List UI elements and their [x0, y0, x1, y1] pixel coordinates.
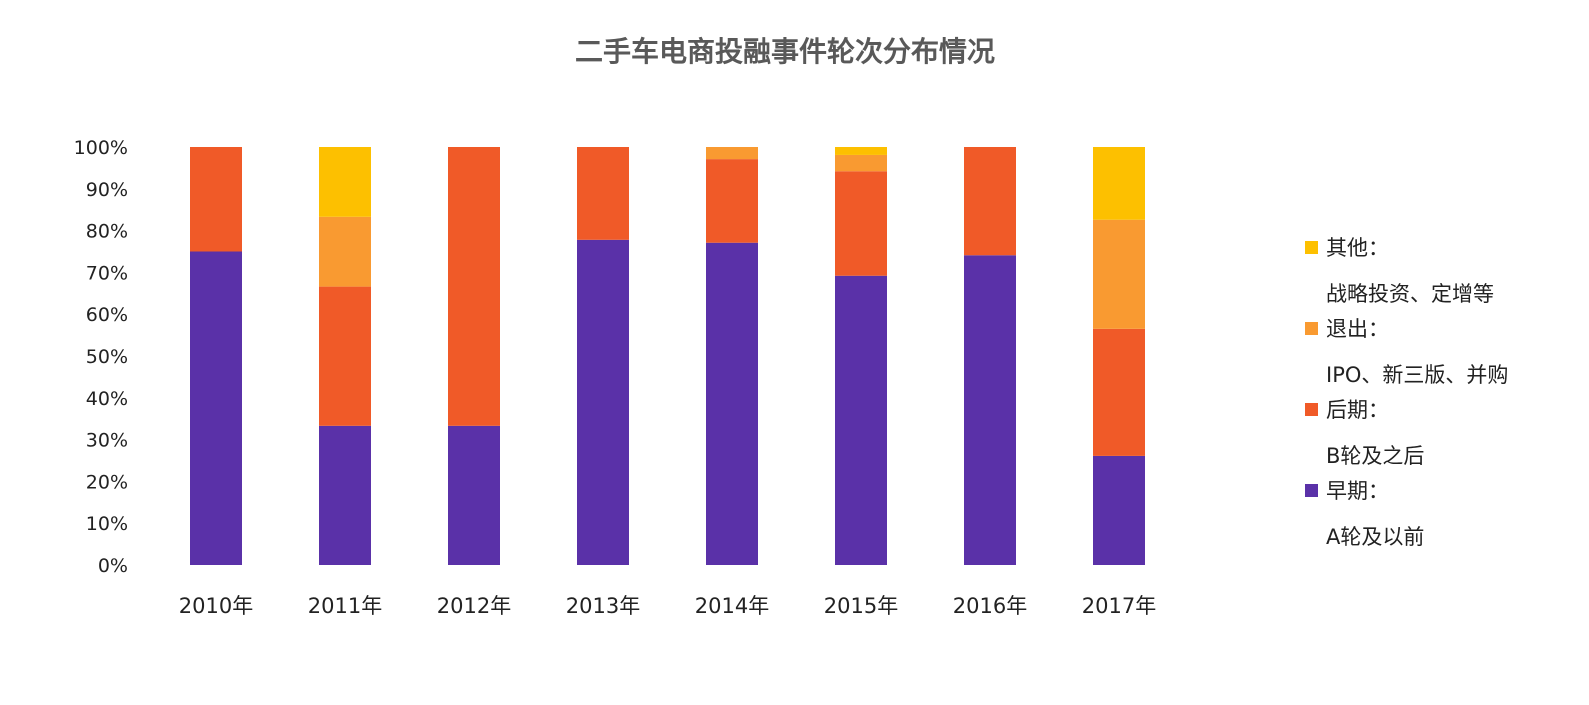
legend-swatch	[1305, 402, 1318, 416]
legend-sublabel: 战略投资、定增等	[1326, 282, 1494, 306]
legend-sublabel: IPO、新三版、并购	[1326, 363, 1509, 387]
legend-item: 退出： IPO、新三版、并购	[1305, 313, 1508, 394]
legend-label: 后期：	[1326, 398, 1389, 422]
bar-segment	[448, 425, 500, 565]
bar-segment	[319, 216, 371, 287]
bar-segment	[835, 154, 887, 172]
y-tick-label: 0%	[98, 555, 128, 577]
bar-segment	[577, 239, 629, 565]
bar-segment	[577, 147, 629, 240]
bar-segment	[319, 425, 371, 565]
y-tick-label: 60%	[86, 304, 128, 326]
bar-segment	[835, 171, 887, 276]
legend-label: 退出：	[1326, 317, 1389, 341]
y-tick-label: 80%	[86, 221, 128, 243]
legend-item: 早期： A轮及以前	[1305, 475, 1508, 556]
y-tick-label: 70%	[86, 262, 128, 284]
x-tick-label: 2015年	[824, 594, 898, 618]
legend-item: 后期： B轮及之后	[1305, 394, 1508, 475]
legend-sublabel: A轮及以前	[1326, 525, 1425, 549]
y-tick-label: 20%	[86, 471, 128, 493]
legend-label: 其他：	[1326, 236, 1389, 260]
bar-segment	[835, 275, 887, 565]
bar-segment	[190, 251, 242, 565]
legend-swatch	[1305, 483, 1318, 497]
bar-segment	[319, 286, 371, 426]
y-tick-label: 30%	[86, 430, 128, 452]
bar-segment	[964, 255, 1016, 565]
bar-segment	[448, 147, 500, 426]
legend-item: 其他： 战略投资、定增等	[1305, 232, 1508, 313]
x-tick-label: 2017年	[1082, 594, 1156, 618]
bar-segment	[964, 147, 1016, 256]
bar-segment	[319, 147, 371, 217]
legend-swatch	[1305, 321, 1318, 335]
y-tick-label: 90%	[86, 179, 128, 201]
bar-segment	[706, 159, 758, 243]
bar-segment	[1093, 328, 1145, 456]
y-tick-label: 10%	[86, 513, 128, 535]
x-tick-label: 2010年	[179, 594, 253, 618]
bar-segment	[706, 242, 758, 566]
y-tick-label: 40%	[86, 388, 128, 410]
legend-swatch	[1305, 240, 1318, 254]
chart-title: 二手车电商投融事件轮次分布情况	[574, 35, 995, 68]
bar-segment	[1093, 219, 1145, 329]
x-tick-label: 2014年	[695, 594, 769, 618]
x-tick-label: 2013年	[566, 594, 640, 618]
bar-segment	[1093, 147, 1145, 220]
bar-segment	[706, 147, 758, 160]
x-tick-label: 2016年	[953, 594, 1027, 618]
bar-segment	[190, 147, 242, 252]
x-tick-label: 2011年	[308, 594, 382, 618]
y-tick-label: 50%	[86, 346, 128, 368]
bar-segment	[1093, 455, 1145, 565]
legend-sublabel: B轮及之后	[1326, 444, 1425, 468]
x-tick-label: 2012年	[437, 594, 511, 618]
y-tick-label: 100%	[74, 137, 128, 159]
legend-label: 早期：	[1326, 479, 1389, 503]
bar-segment	[835, 147, 887, 155]
legend: 其他： 战略投资、定增等 退出： IPO、新三版、并购 后期： B轮及之后早期： A轮及以前	[1305, 232, 1508, 556]
